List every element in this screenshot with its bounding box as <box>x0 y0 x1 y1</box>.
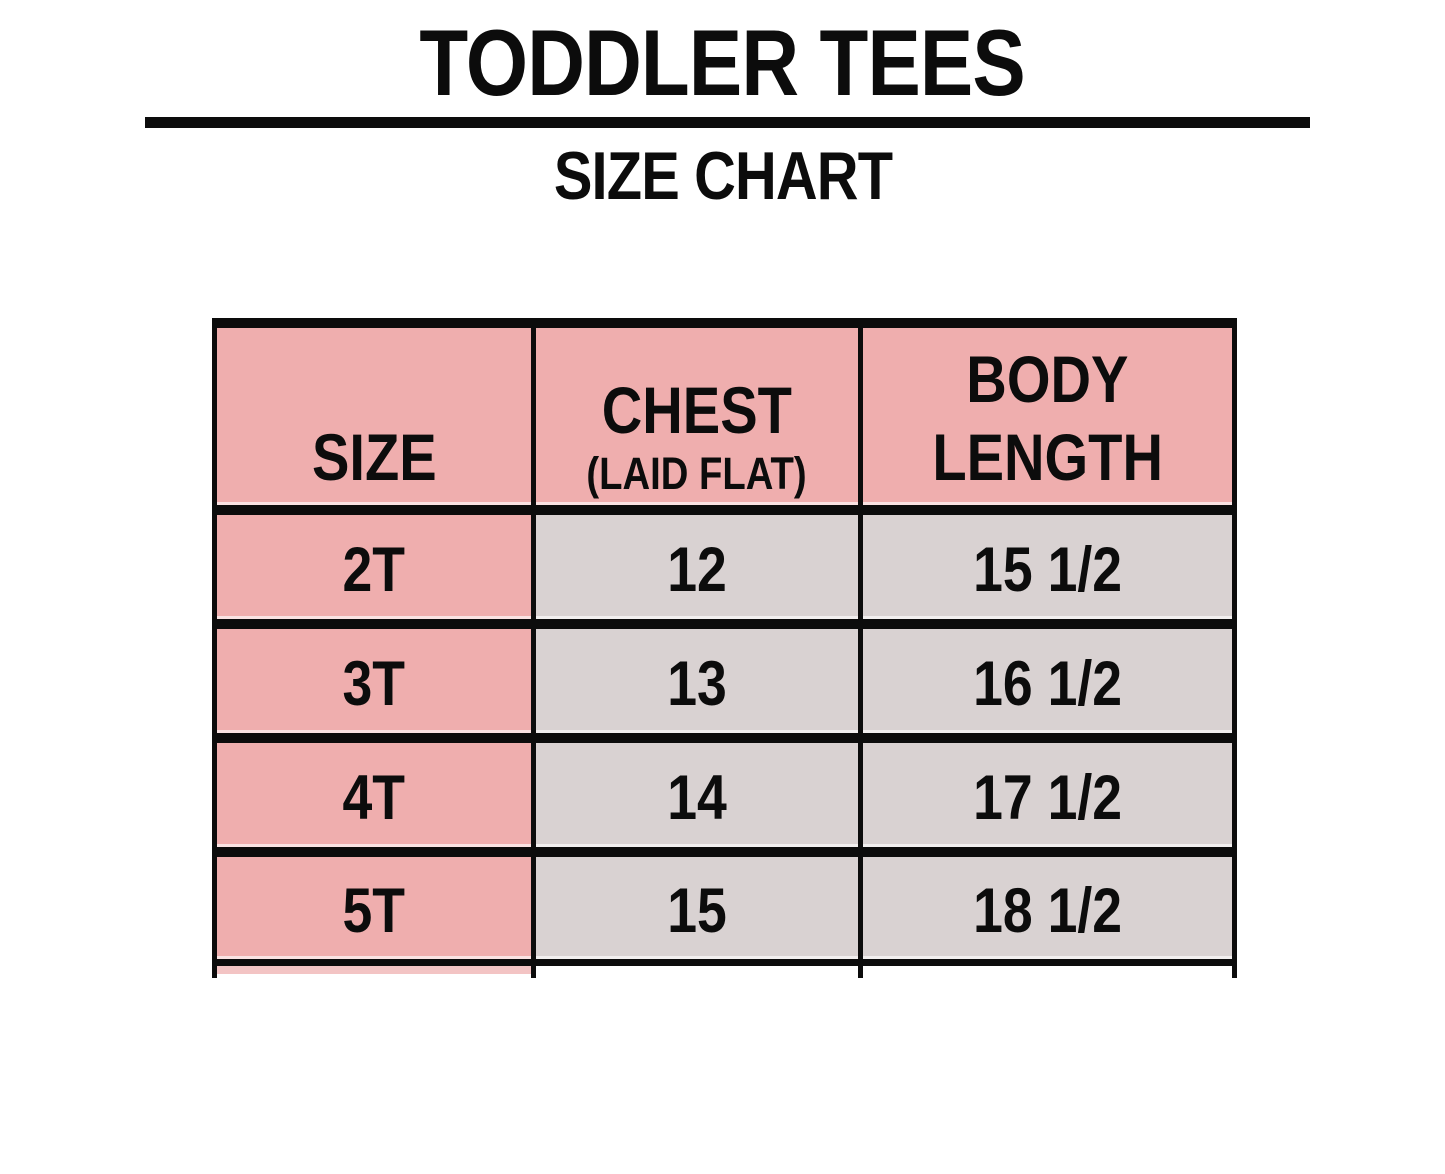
table-row-2t-size-cell: 2T <box>217 515 531 619</box>
size-value: 3T <box>342 648 406 719</box>
page-title-text: TODDLER TEES <box>419 10 1026 115</box>
table-row-4t-body-length-cell: 17 1/2 <box>863 743 1232 847</box>
grid-line-stub <box>212 966 217 978</box>
header-cell-chest: CHEST (LAID FLAT) <box>536 328 858 505</box>
chest-value: 14 <box>667 762 727 833</box>
body-length-value: 17 1/2 <box>973 762 1122 833</box>
size-value: 4T <box>342 762 406 833</box>
table-row-4t-chest-cell: 14 <box>536 743 858 847</box>
chest-value: 13 <box>667 648 727 719</box>
header-chest-sublabel: (LAID FLAT) <box>586 447 808 499</box>
chest-value: 12 <box>667 534 727 605</box>
header-cell-body-length: BODY LENGTH <box>863 328 1232 505</box>
table-row-4t-size-cell: 4T <box>217 743 531 847</box>
size-chart-table: SIZE CHEST (LAID FLAT) BODY LENGTH 2T 12… <box>212 318 1237 966</box>
table-row-5t-size-cell: 5T <box>217 857 531 959</box>
header-chest-label: CHEST <box>601 372 793 447</box>
table-row-2t-chest-cell: 12 <box>536 515 858 619</box>
grid-line-stub <box>1232 966 1237 978</box>
size-value: 5T <box>342 875 406 946</box>
body-length-value: 18 1/2 <box>973 875 1122 946</box>
body-length-value: 16 1/2 <box>973 648 1122 719</box>
table-row-5t-chest-cell: 15 <box>536 857 858 959</box>
table-row-3t-body-length-cell: 16 1/2 <box>863 629 1232 733</box>
header-body-label-line1: BODY <box>966 342 1129 417</box>
table-row-5t-body-length-cell: 18 1/2 <box>863 857 1232 959</box>
page-subtitle: SIZE CHART <box>0 142 1445 210</box>
chest-value: 15 <box>667 875 727 946</box>
body-length-value: 15 1/2 <box>973 534 1122 605</box>
table-row-3t-size-cell: 3T <box>217 629 531 733</box>
table-row-3t-chest-cell: 13 <box>536 629 858 733</box>
title-divider-rule <box>145 117 1310 128</box>
size-value: 2T <box>342 534 406 605</box>
grid-line-stub <box>531 966 536 978</box>
cropped-next-row-sliver <box>212 966 1237 980</box>
header-body-label-line2: LENGTH <box>932 420 1163 495</box>
table-row-2t-body-length-cell: 15 1/2 <box>863 515 1232 619</box>
header-size-label: SIZE <box>311 420 437 495</box>
header-cell-size: SIZE <box>217 328 531 505</box>
cropped-pink-cell-sliver <box>217 966 531 974</box>
page-subtitle-text: SIZE CHART <box>553 138 892 214</box>
page-title: TODDLER TEES <box>0 16 1445 110</box>
grid-line-stub <box>858 966 863 978</box>
